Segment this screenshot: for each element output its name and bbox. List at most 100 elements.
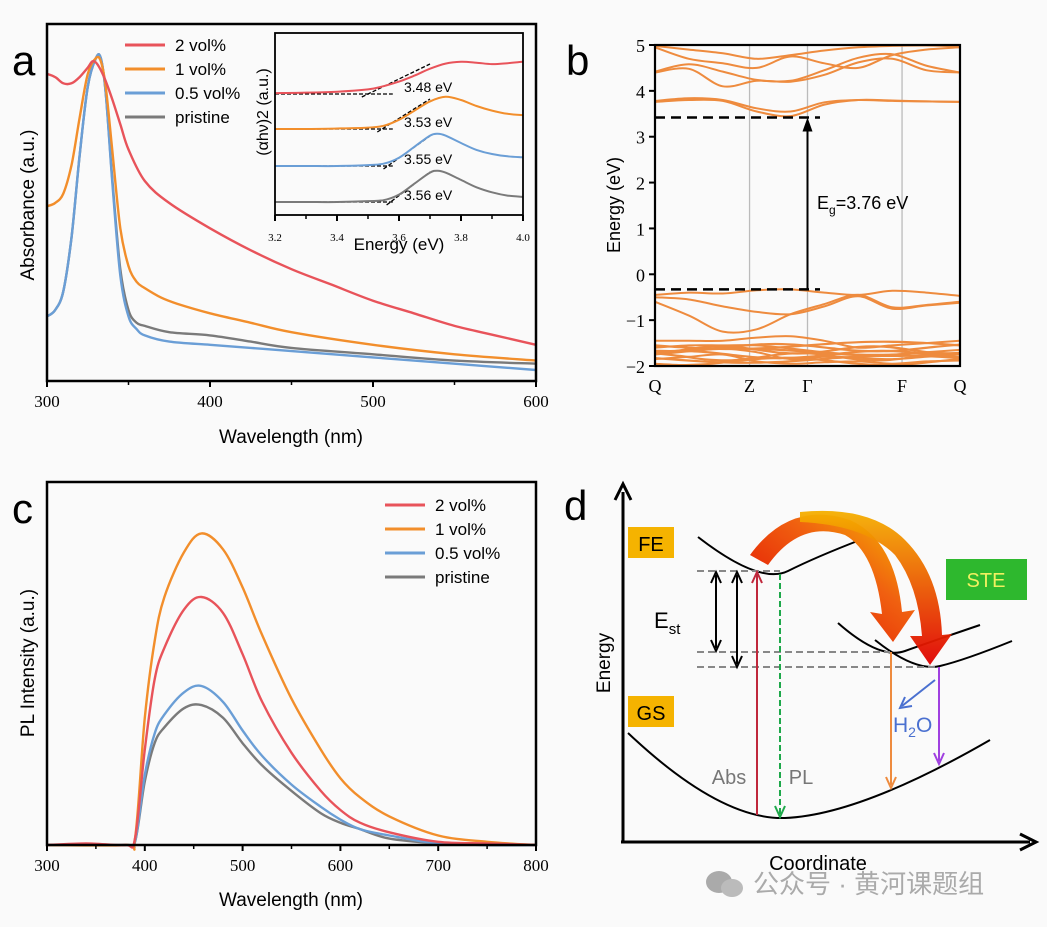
- x-tick-label: 4.0: [516, 232, 530, 244]
- tangent-dashed: [376, 98, 431, 133]
- x-tick-label: 400: [132, 856, 158, 875]
- gs-label-box: [628, 696, 674, 727]
- panel-letter-d: d: [564, 482, 587, 529]
- band-line: [655, 288, 960, 297]
- ste-potential-curve-1: [837, 622, 981, 654]
- panel-c-x-ticks: 300 400 500 600 700 800: [34, 845, 549, 875]
- series-line-2-vol-: [46, 59, 537, 346]
- gs-potential-curve: [627, 732, 991, 820]
- bandgap-label: Eg=3.76 eV: [817, 193, 908, 217]
- pl-arrowhead-icon: [774, 805, 786, 820]
- x-tick-label: 800: [523, 856, 549, 875]
- kpoint-label: Γ: [802, 376, 812, 396]
- relaxation-arrow-1-icon: [750, 514, 915, 642]
- x-tick-label: 600: [328, 856, 354, 875]
- coordinate-axis-label: Coordinate: [769, 853, 867, 875]
- bandgap-annotation: 3.53 eV: [404, 114, 453, 130]
- band-line: [655, 349, 960, 360]
- x-tick-label: 300: [34, 856, 60, 875]
- band-line: [655, 344, 960, 356]
- bandgap-arrowhead-icon: [802, 117, 813, 132]
- y-tick-label: 4: [636, 82, 645, 102]
- legend-label: 1 vol%: [175, 60, 226, 79]
- ste-label: STE: [967, 570, 1006, 592]
- panel-c-curves: [46, 532, 537, 851]
- panel-c-legend: 2 vol% 1 vol% 0.5 vol% pristine: [385, 496, 500, 587]
- inset-series-line: [275, 132, 524, 168]
- band-line: [655, 354, 960, 364]
- series-line-1-vol-: [46, 55, 537, 362]
- x-tick-label: 400: [197, 392, 223, 411]
- panel-b-gap-markers: [655, 116, 820, 291]
- watermark: 公众号 · 黄河课题组: [706, 869, 984, 899]
- fe-label-box: [628, 527, 674, 558]
- band-line: [655, 352, 960, 362]
- inset-x-ticks: 3.2 3.4 3.6 3.8 4.0: [268, 215, 530, 244]
- y-tick-label: 1: [636, 219, 645, 239]
- est-arrow-1-heads-icon: [710, 569, 722, 654]
- y-tick-label: −1: [626, 311, 645, 331]
- band-line: [655, 98, 960, 118]
- est-label: Est: [654, 608, 681, 638]
- ste-label-box: [946, 559, 1027, 600]
- series-line-pristine: [46, 703, 537, 849]
- series-line-2-vol-: [46, 595, 537, 849]
- panel-a-curves: [46, 53, 537, 372]
- panel-b-ylabel: Energy (eV): [604, 157, 624, 253]
- y-tick-label: 2: [636, 174, 645, 194]
- legend-label: pristine: [175, 108, 230, 127]
- panel-letter-a: a: [12, 37, 36, 84]
- relaxation-arrow-2-icon: [800, 510, 952, 665]
- panel-a-inset: 3.48 eV3.53 eV3.55 eV3.56 eV 3.2 3.4 3.6 3.…: [255, 32, 530, 254]
- x-tick-label: 600: [523, 392, 549, 411]
- bandgap-annotation: 3.55 eV: [404, 151, 453, 167]
- bandgap-annotation: 3.56 eV: [404, 187, 453, 203]
- h2o-quench-arrowhead-icon: [898, 696, 913, 710]
- abs-arrowhead-icon: [751, 569, 763, 584]
- ste-emission-arrowhead-2-icon: [933, 752, 945, 767]
- energy-axis-label: Energy: [594, 632, 615, 693]
- panel-a-x-ticks: 300 400 500 600: [34, 381, 549, 411]
- panel-b-y-ticks: −2 −1 0 1 2 3 4 5: [626, 36, 655, 377]
- panel-c: c 300 400 500 600 700 800 Wavelength (nm) PL …: [12, 480, 549, 911]
- band-line: [655, 356, 960, 366]
- x-tick-label: 3.6: [392, 232, 406, 244]
- legend-label: pristine: [435, 568, 490, 587]
- panel-d: d Energy Coordinate FE GS STE Est: [564, 480, 1040, 875]
- x-tick-label: 3.4: [330, 232, 344, 244]
- series-line-1-vol-: [46, 532, 537, 851]
- series-line-0-5-vol-: [46, 53, 537, 372]
- band-line: [655, 46, 960, 70]
- panel-b-frame: [653, 43, 962, 368]
- panel-a: a 300 400 500 600 Wavelength (nm) Absorbanc…: [12, 22, 549, 448]
- band-line: [655, 293, 960, 334]
- wechat-icon-bubble: [721, 879, 743, 897]
- h2o-label: H2O: [893, 714, 932, 740]
- x-tick-label: 700: [425, 856, 451, 875]
- watermark-text: 公众号 · 黄河课题组: [753, 869, 984, 899]
- legend-label: 2 vol%: [175, 36, 226, 55]
- x-tick-label: 300: [34, 392, 60, 411]
- h2o-quench-arrow: [901, 679, 936, 707]
- ste-emission-arrowhead-1-icon: [885, 776, 897, 791]
- legend-label: 2 vol%: [435, 496, 486, 515]
- abs-label: Abs: [712, 767, 746, 789]
- y-tick-label: 3: [636, 128, 645, 148]
- inset-series-line: [274, 95, 524, 131]
- inset-series-line: [274, 169, 524, 204]
- coordinate-axis-arrowhead-icon: [1019, 832, 1040, 852]
- y-tick-label: 0: [636, 265, 645, 285]
- panel-a-ylabel: Absorbance (a.u.): [18, 129, 39, 280]
- panel-a-legend: 2 vol% 1 vol% 0.5 vol% pristine: [125, 36, 240, 127]
- energy-axis-arrowhead-icon: [613, 480, 633, 501]
- panel-b: b −2 −1 0 1 2 3 4 5 Q Z Γ F Q Energy (eV) Eg=3.76 e…: [566, 36, 967, 396]
- x-tick-label: 3.2: [268, 232, 282, 244]
- legend-label: 1 vol%: [435, 520, 486, 539]
- fe-potential-curve: [697, 536, 861, 576]
- legend-label: 0.5 vol%: [435, 544, 500, 563]
- panel-a-xlabel: Wavelength (nm): [219, 427, 363, 448]
- band-line: [655, 335, 960, 349]
- kpoint-label: Q: [954, 376, 967, 396]
